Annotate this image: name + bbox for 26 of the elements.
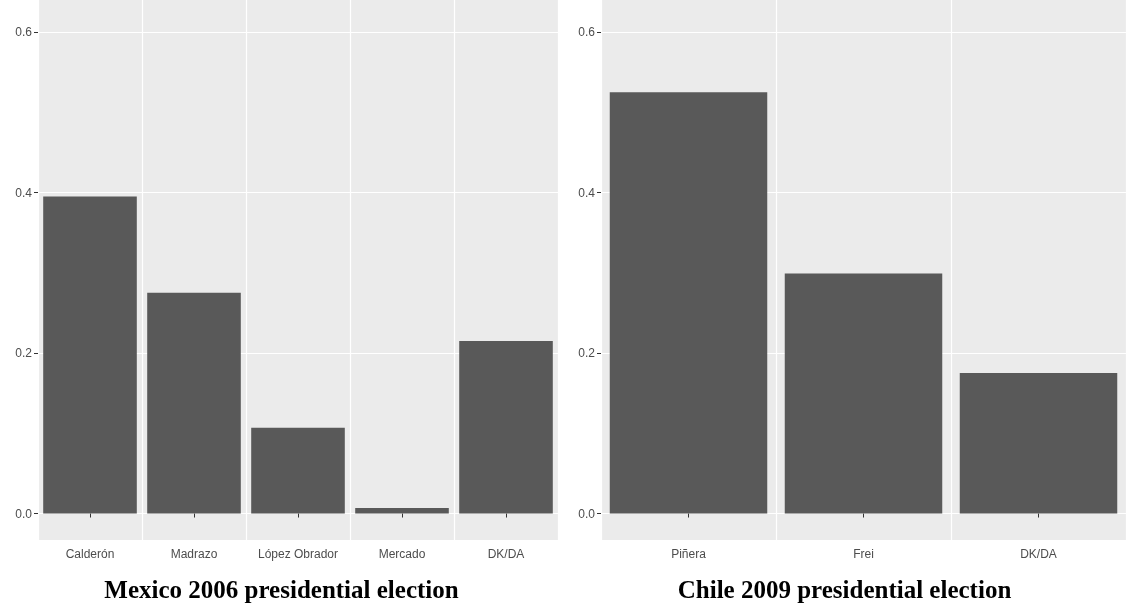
y-tick-label: 0.6 bbox=[578, 25, 596, 40]
text: Mexico 2006 presidential election bbox=[104, 576, 459, 603]
x-tick-label: Madrazo bbox=[170, 547, 218, 561]
x-tick-label: DK/DA bbox=[1020, 547, 1057, 561]
y-tick-label: 0.4 bbox=[15, 185, 33, 200]
bar bbox=[43, 196, 137, 514]
y-tick-label: 0.4 bbox=[578, 185, 596, 200]
bar bbox=[355, 507, 449, 514]
y-tick-label: 0.2 bbox=[578, 346, 596, 361]
bar bbox=[251, 427, 345, 514]
bar bbox=[459, 341, 553, 514]
bar bbox=[147, 292, 241, 514]
bar bbox=[959, 373, 1118, 514]
x-tick-label: Frei bbox=[853, 547, 874, 561]
text: Chile 2009 presidential election bbox=[677, 576, 1012, 603]
x-tick-label: Mercado bbox=[378, 547, 426, 561]
y-tick-label: 0.6 bbox=[15, 25, 33, 40]
y-tick-label: 0.0 bbox=[15, 506, 33, 521]
x-tick-label: DK/DA bbox=[487, 547, 525, 561]
x-tick-label: Calderón bbox=[65, 547, 115, 561]
x-tick-label: López Obrador bbox=[257, 547, 339, 561]
y-tick-label: 0.2 bbox=[15, 346, 33, 361]
y-tick-label: 0.0 bbox=[578, 506, 596, 521]
x-tick-label: Piñera bbox=[671, 547, 707, 561]
bar bbox=[784, 273, 943, 514]
bar bbox=[609, 92, 768, 514]
